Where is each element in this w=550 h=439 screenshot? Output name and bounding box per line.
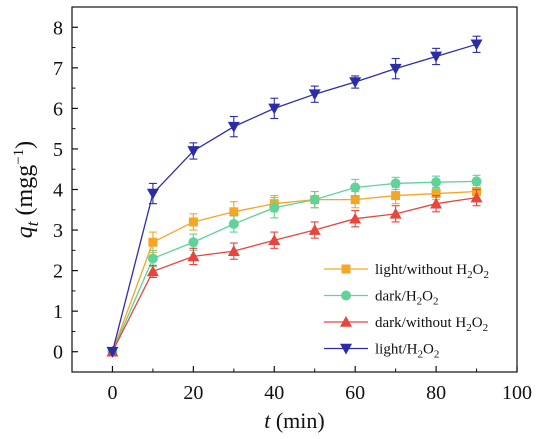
x-tick-label: 20 bbox=[183, 382, 203, 404]
data-point bbox=[349, 212, 362, 224]
legend-label: dark/H2O2 bbox=[375, 289, 439, 308]
legend-label-text: O bbox=[472, 315, 483, 331]
data-point bbox=[430, 51, 443, 63]
legend-label-subscript: 2 bbox=[434, 349, 440, 361]
data-point bbox=[188, 237, 199, 248]
x-axis-title: t (min) bbox=[264, 408, 325, 433]
legend-label-text: dark/H bbox=[375, 289, 417, 305]
series-4 bbox=[106, 35, 483, 358]
legend-item-3: dark/without H2O2 bbox=[324, 315, 488, 334]
legend-label-text: dark/without H bbox=[375, 315, 466, 331]
legend-label-text: O bbox=[423, 342, 434, 358]
legend-label: dark/without H2O2 bbox=[375, 315, 488, 334]
series-2 bbox=[107, 174, 482, 357]
data-point bbox=[188, 217, 198, 227]
y-tick-label: 3 bbox=[53, 220, 63, 242]
x-axis-variable: t bbox=[264, 408, 271, 433]
legend-marker bbox=[341, 264, 351, 274]
legend-label: light/without H2O2 bbox=[375, 262, 489, 281]
data-point bbox=[146, 265, 159, 277]
data-point bbox=[431, 177, 442, 188]
x-tick-label: 0 bbox=[107, 382, 117, 404]
data-point bbox=[229, 207, 239, 217]
y-axis-unit-superscript: −1 bbox=[11, 149, 27, 165]
legend-marker bbox=[341, 290, 351, 301]
legend-label-subscript: 2 bbox=[466, 322, 472, 334]
y-axis-close-paren: ) bbox=[12, 141, 38, 149]
legend-label-text: O bbox=[422, 289, 433, 305]
legend-item-2: dark/H2O2 bbox=[324, 289, 439, 308]
data-point bbox=[391, 191, 401, 201]
legend-label-subscript: 2 bbox=[433, 296, 439, 308]
legend-label-text: light/without H bbox=[375, 262, 467, 278]
x-tick-label: 80 bbox=[426, 382, 446, 404]
series-line bbox=[111, 190, 477, 352]
data-point bbox=[228, 218, 239, 229]
y-tick-label: 6 bbox=[53, 98, 63, 120]
legend-marker bbox=[340, 343, 352, 355]
data-point bbox=[187, 250, 200, 262]
y-axis-variable: q bbox=[12, 226, 38, 238]
legend-label-subscript: 2 bbox=[418, 349, 424, 361]
legend-label: light/H2O2 bbox=[375, 342, 439, 361]
legend: light/without H2O2dark/H2O2dark/without … bbox=[324, 262, 489, 361]
x-tick-label: 40 bbox=[264, 382, 284, 404]
legend-marker bbox=[340, 316, 352, 327]
data-point bbox=[187, 146, 200, 157]
data-point bbox=[470, 191, 483, 203]
data-point bbox=[389, 207, 402, 219]
series-line bbox=[111, 180, 477, 352]
legend-label-text: O bbox=[473, 262, 484, 278]
data-point bbox=[350, 195, 360, 205]
data-point bbox=[390, 178, 401, 189]
y-axis-title: qt (mgg−1) bbox=[11, 141, 42, 238]
data-point bbox=[227, 121, 240, 133]
x-tick-label: 60 bbox=[345, 382, 365, 404]
y-tick-label: 5 bbox=[53, 139, 63, 161]
legend-item-4: light/H2O2 bbox=[324, 342, 439, 361]
y-tick-label: 0 bbox=[53, 342, 63, 364]
data-point bbox=[148, 237, 158, 247]
series-line bbox=[111, 196, 477, 353]
data-point bbox=[309, 194, 320, 205]
data-point bbox=[389, 63, 402, 75]
legend-label-subscript: 2 bbox=[483, 269, 489, 281]
y-axis-unit: (mgg bbox=[12, 165, 38, 222]
data-point bbox=[308, 224, 321, 235]
series-3 bbox=[106, 188, 483, 357]
y-tick-label: 8 bbox=[53, 17, 63, 39]
data-point bbox=[147, 253, 158, 264]
data-point bbox=[227, 245, 240, 256]
data-point bbox=[430, 197, 443, 209]
series-line bbox=[111, 43, 477, 352]
y-axis-variable-subscript: t bbox=[23, 220, 42, 226]
y-tick-label: 1 bbox=[53, 301, 63, 323]
data-point bbox=[268, 103, 281, 115]
legend-label-subscript: 2 bbox=[467, 269, 473, 281]
y-tick-label: 2 bbox=[53, 261, 63, 283]
legend-label-subscript: 2 bbox=[417, 296, 423, 308]
legend-label-subscript: 2 bbox=[483, 322, 489, 334]
legend-label-text: light/H bbox=[375, 342, 418, 358]
data-point bbox=[268, 234, 281, 245]
data-point bbox=[431, 189, 441, 199]
data-point bbox=[350, 182, 361, 193]
legend-item-1: light/without H2O2 bbox=[324, 262, 489, 281]
data-point bbox=[470, 39, 483, 51]
data-point bbox=[146, 188, 159, 200]
y-tick-label: 4 bbox=[53, 180, 63, 202]
series-layer bbox=[106, 35, 483, 358]
data-point bbox=[349, 77, 362, 89]
y-tick-label: 7 bbox=[53, 58, 63, 80]
x-tick-label: 100 bbox=[502, 382, 532, 404]
data-point bbox=[308, 89, 321, 101]
data-point bbox=[269, 202, 280, 213]
x-axis-unit: (min) bbox=[270, 408, 324, 433]
data-point bbox=[471, 176, 482, 187]
data-point bbox=[106, 346, 119, 358]
